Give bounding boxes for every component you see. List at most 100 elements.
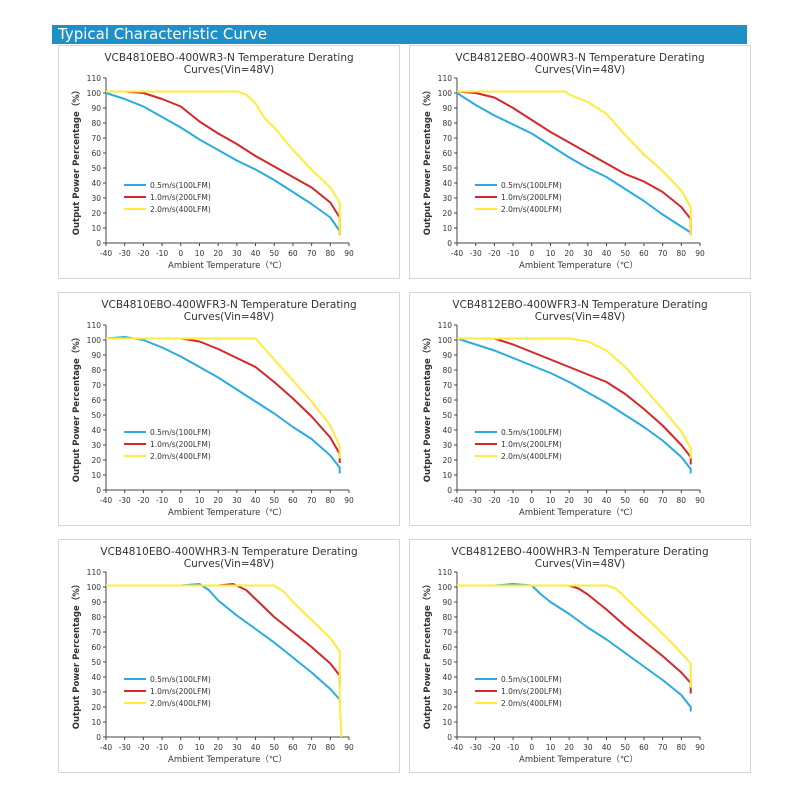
- x-tick-label: 80: [326, 249, 336, 258]
- x-tick-label: 90: [695, 249, 705, 258]
- x-tick-label: 0: [529, 496, 534, 505]
- x-tick-label: -10: [156, 743, 168, 752]
- x-tick-label: 50: [620, 496, 630, 505]
- x-tick-label: -20: [488, 496, 500, 505]
- x-tick-label: 0: [178, 249, 183, 258]
- chart-title-line2: Curves(Vin=48V): [184, 311, 275, 323]
- chart-panel-3: VCB4810EBO-400WFR3-N Temperature Deratin…: [58, 292, 400, 526]
- x-tick-label: 10: [195, 743, 205, 752]
- y-tick-label: 0: [96, 733, 101, 742]
- y-tick-label: 70: [442, 134, 452, 143]
- x-tick-label: 80: [326, 496, 336, 505]
- y-tick-label: 20: [91, 703, 101, 712]
- series-line-3: [106, 90, 341, 236]
- y-tick-label: 70: [91, 381, 101, 390]
- x-tick-label: -40: [100, 496, 112, 505]
- y-tick-label: 10: [91, 471, 101, 480]
- x-tick-label: -30: [470, 496, 482, 505]
- x-tick-label: 50: [269, 249, 279, 258]
- y-tick-label: 110: [438, 568, 453, 577]
- y-tick-label: 10: [91, 718, 101, 727]
- x-tick-label: 30: [583, 496, 593, 505]
- x-tick-label: 80: [326, 743, 336, 752]
- y-tick-label: 20: [91, 456, 101, 465]
- x-axis-label: Ambient Temperature（℃）: [168, 754, 287, 765]
- y-axis-label: Output Power Percentage（%）: [71, 333, 82, 483]
- x-tick-label: 50: [269, 743, 279, 752]
- x-axis-label: Ambient Temperature（℃）: [168, 507, 287, 518]
- y-axis-label: Output Power Percentage（%）: [422, 86, 433, 236]
- y-tick-label: 80: [91, 366, 101, 375]
- chart-title-line1: VCB4812EBO-400WFR3-N Temperature Deratin…: [452, 299, 707, 311]
- chart-title-line2: Curves(Vin=48V): [535, 311, 626, 323]
- y-tick-label: 50: [442, 411, 452, 420]
- chart-panel-6: VCB4812EBO-400WHR3-N Temperature Deratin…: [409, 539, 751, 773]
- x-tick-label: 20: [564, 743, 574, 752]
- y-tick-label: 50: [442, 164, 452, 173]
- y-tick-label: 30: [442, 441, 452, 450]
- y-tick-label: 110: [438, 321, 453, 330]
- x-tick-label: 70: [307, 743, 317, 752]
- y-tick-label: 90: [91, 104, 101, 113]
- x-tick-label: 0: [529, 743, 534, 752]
- x-tick-label: 40: [251, 743, 261, 752]
- x-tick-label: 20: [564, 249, 574, 258]
- x-tick-label: 20: [564, 496, 574, 505]
- x-axis-label: Ambient Temperature（℃）: [519, 754, 638, 765]
- y-tick-label: 80: [91, 119, 101, 128]
- y-tick-label: 70: [91, 628, 101, 637]
- x-tick-label: 60: [639, 496, 649, 505]
- y-tick-label: 60: [442, 149, 452, 158]
- series-line-2: [106, 90, 341, 236]
- x-tick-label: 40: [602, 249, 612, 258]
- y-tick-label: 110: [87, 74, 102, 83]
- y-tick-label: 90: [442, 598, 452, 607]
- legend-label-1: 0.5m/s(100LFM): [150, 428, 211, 437]
- y-tick-label: 60: [91, 396, 101, 405]
- x-tick-label: 40: [251, 496, 261, 505]
- y-tick-label: 100: [438, 583, 453, 592]
- x-tick-label: 60: [288, 496, 298, 505]
- y-tick-label: 90: [442, 351, 452, 360]
- chart-title-line1: VCB4812EBO-400WHR3-N Temperature Deratin…: [451, 546, 708, 558]
- x-tick-label: -10: [156, 496, 168, 505]
- chart-panel-5: VCB4810EBO-400WHR3-N Temperature Deratin…: [58, 539, 400, 773]
- legend-label-3: 2.0m/s(400LFM): [501, 205, 562, 214]
- legend-label-2: 1.0m/s(200LFM): [150, 687, 211, 696]
- x-tick-label: 50: [269, 496, 279, 505]
- y-axis-label: Output Power Percentage（%）: [71, 86, 82, 236]
- legend-label-2: 1.0m/s(200LFM): [150, 440, 211, 449]
- y-tick-label: 40: [442, 673, 452, 682]
- x-tick-label: 0: [529, 249, 534, 258]
- y-tick-label: 0: [96, 486, 101, 495]
- chart-panel-4: VCB4812EBO-400WFR3-N Temperature Deratin…: [409, 292, 751, 526]
- x-tick-label: 10: [546, 496, 556, 505]
- y-tick-label: 10: [442, 718, 452, 727]
- y-tick-label: 100: [87, 89, 102, 98]
- y-tick-label: 20: [442, 703, 452, 712]
- legend-label-2: 1.0m/s(200LFM): [501, 687, 562, 696]
- y-tick-label: 80: [442, 613, 452, 622]
- series-line-3: [106, 584, 343, 738]
- y-axis-label: Output Power Percentage（%）: [422, 580, 433, 730]
- series-line-1: [105, 92, 341, 236]
- legend-label-3: 2.0m/s(400LFM): [501, 452, 562, 461]
- y-tick-label: 110: [438, 74, 453, 83]
- y-tick-label: 110: [87, 321, 102, 330]
- x-tick-label: -30: [119, 496, 131, 505]
- y-tick-label: 100: [87, 583, 102, 592]
- x-tick-label: 30: [583, 743, 593, 752]
- y-axis-label: Output Power Percentage（%）: [71, 580, 82, 730]
- section-header: Typical Characteristic Curve: [52, 25, 747, 44]
- x-tick-label: -20: [137, 249, 149, 258]
- x-tick-label: -40: [451, 249, 463, 258]
- x-tick-label: 40: [251, 249, 261, 258]
- y-tick-label: 0: [447, 239, 452, 248]
- y-tick-label: 20: [442, 209, 452, 218]
- y-tick-label: 30: [91, 441, 101, 450]
- chart-title-line1: VCB4810EBO-400WHR3-N Temperature Deratin…: [100, 546, 357, 558]
- legend-label-1: 0.5m/s(100LFM): [501, 675, 562, 684]
- x-tick-label: -20: [137, 743, 149, 752]
- derating-chart: VCB4812EBO-400WFR3-N Temperature Deratin…: [422, 299, 708, 518]
- x-tick-label: 80: [677, 249, 687, 258]
